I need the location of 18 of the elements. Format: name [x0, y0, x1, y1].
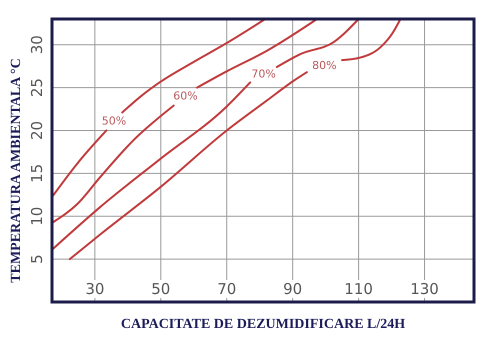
y-tick-label: 15 [28, 164, 46, 183]
x-tick-label: 30 [85, 280, 104, 298]
x-tick-label: 50 [151, 280, 170, 298]
x-tick-label: 130 [410, 280, 439, 298]
series-label: 70% [251, 68, 276, 81]
x-tick-label: 70 [217, 280, 236, 298]
series-label: 80% [312, 59, 337, 72]
series-label: 50% [102, 114, 126, 128]
series-label: 60% [173, 90, 198, 103]
y-tick-label: 30 [28, 35, 46, 54]
x-axis-title: CAPACITATE DE DEZUMIDIFICARE L/24H [120, 317, 406, 332]
y-tick-label: 5 [28, 254, 46, 264]
y-tick-label: 20 [28, 120, 46, 140]
y-tick-label: 25 [28, 78, 46, 98]
x-tick-label: 90 [283, 280, 302, 298]
y-axis-title: TEMPERATURA AMBIENTALA °C [9, 58, 24, 283]
x-tick-label: 110 [344, 280, 373, 298]
y-tick-label: 10 [28, 206, 46, 226]
